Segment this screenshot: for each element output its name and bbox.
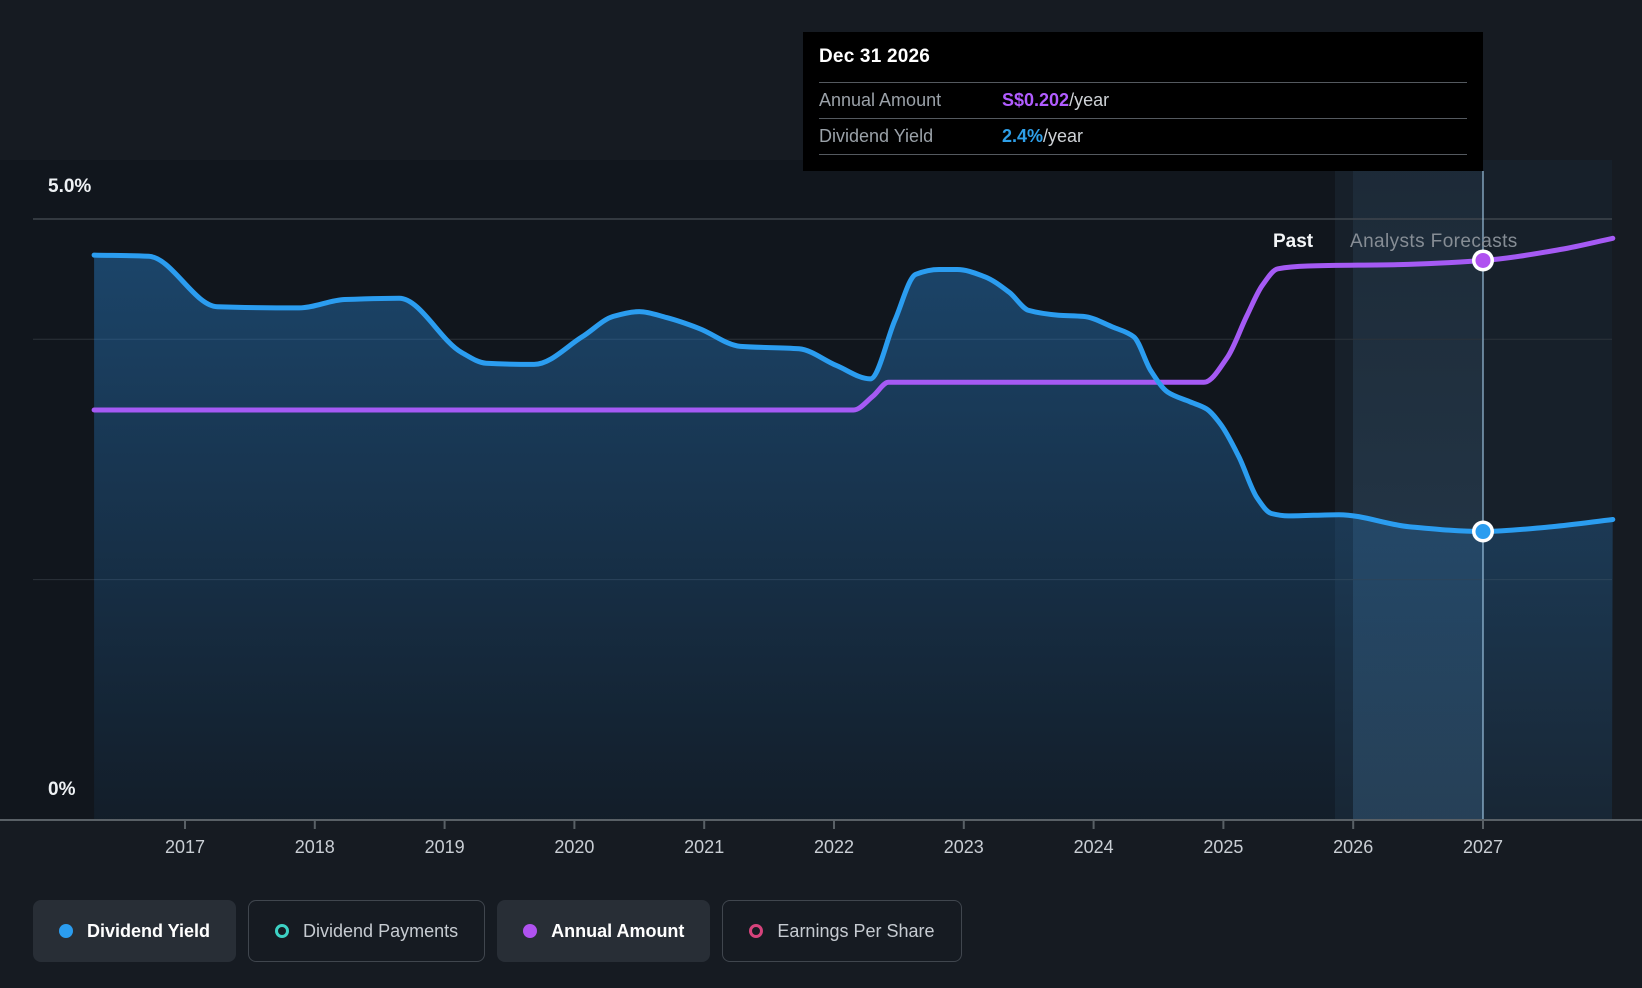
- x-axis-label-2025: 2025: [1203, 837, 1244, 857]
- legend-swatch-dot: [523, 924, 538, 938]
- hover-marker-dividend-yield: [1475, 524, 1491, 540]
- tooltip-footer: [819, 154, 1467, 171]
- x-axis-label-2022: 2022: [813, 837, 855, 857]
- hover-marker-annual-amount: [1475, 252, 1491, 268]
- x-axis-label-2027: 2027: [1462, 837, 1504, 857]
- dividend-yield-area: [94, 255, 1613, 821]
- x-axis-label-2020: 2020: [554, 837, 595, 857]
- tooltip-row-label: Dividend Yield: [819, 126, 934, 146]
- tooltip-date: Dec 31 2026: [819, 46, 931, 67]
- hover-tooltip: Dec 31 2026 Annual Amount S$0.202/year Div…: [803, 32, 1483, 171]
- x-axis-label-2018: 2018: [294, 837, 335, 857]
- tooltip-row-suffix: /year: [1043, 126, 1084, 146]
- x-axis-label-2023: 2023: [943, 837, 984, 857]
- legend-dividend-payments[interactable]: Dividend Payments: [248, 900, 486, 962]
- chart-legend: Dividend Yield Dividend Payments Annual Am…: [33, 900, 962, 962]
- legend-label: Annual Amount: [551, 920, 685, 941]
- tooltip-row-dividend-yield: Dividend Yield 2.4%/year: [819, 118, 1467, 154]
- analysts-forecasts-label: Analysts Forecasts: [1350, 231, 1518, 252]
- y-axis-min-label: 0%: [48, 779, 76, 800]
- tooltip-row-value: S$0.202: [1002, 90, 1070, 110]
- tooltip-row-label: Annual Amount: [819, 90, 942, 110]
- legend-swatch-dot: [59, 924, 73, 938]
- tooltip-row-value: 2.4%: [1002, 126, 1044, 146]
- annual-amount-line: [91, 235, 1616, 413]
- legend-label: Earnings Per Share: [777, 920, 935, 941]
- past-region-label: Past: [1273, 231, 1314, 252]
- legend-swatch-ring: [275, 924, 290, 938]
- legend-dividend-yield[interactable]: Dividend Yield: [33, 900, 237, 962]
- x-axis-label-2017: 2017: [164, 837, 206, 857]
- x-axis-label-2024: 2024: [1073, 837, 1114, 857]
- x-axis-label-2026: 2026: [1333, 837, 1374, 857]
- x-axis-label-2019: 2019: [424, 837, 465, 857]
- dividend-yield-line: [91, 252, 1616, 534]
- legend-swatch-ring: [749, 924, 764, 938]
- legend-label: Dividend Yield: [87, 920, 211, 941]
- tooltip-row-annual-amount: Annual Amount S$0.202/year: [819, 82, 1467, 118]
- x-axis-label-2021: 2021: [684, 837, 725, 857]
- tooltip-row-suffix: /year: [1069, 90, 1110, 110]
- y-axis-max-label: 5.0%: [48, 176, 92, 197]
- legend-earnings-per-share[interactable]: Earnings Per Share: [722, 900, 962, 962]
- legend-label: Dividend Payments: [303, 920, 459, 941]
- legend-annual-amount[interactable]: Annual Amount: [497, 900, 711, 962]
